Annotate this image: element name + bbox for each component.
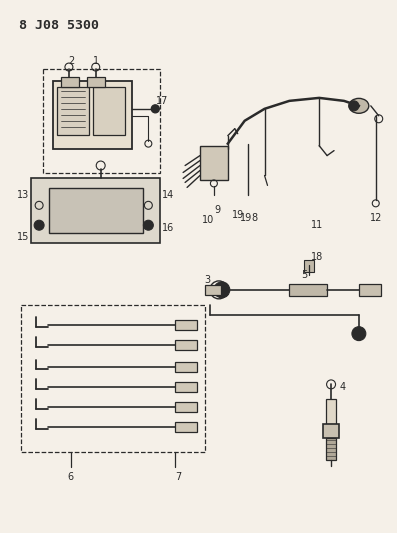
Circle shape: [214, 282, 230, 298]
Bar: [205, 285, 221, 295]
Bar: [304, 260, 314, 272]
Bar: [175, 422, 197, 432]
Circle shape: [143, 220, 153, 230]
Text: 11: 11: [311, 220, 323, 230]
Bar: [43, 69, 160, 173]
Text: 15: 15: [17, 232, 29, 242]
Text: 19: 19: [231, 210, 244, 220]
Text: 10: 10: [202, 215, 214, 225]
Bar: [289, 284, 327, 296]
Bar: [326, 399, 336, 424]
Circle shape: [349, 101, 359, 111]
Bar: [57, 87, 89, 135]
Circle shape: [352, 327, 366, 341]
Bar: [175, 362, 197, 373]
Bar: [175, 382, 197, 392]
Text: 4: 4: [340, 382, 346, 392]
Text: 7: 7: [175, 472, 181, 482]
Bar: [61, 77, 79, 87]
Text: 3: 3: [204, 275, 210, 285]
Text: 13: 13: [17, 190, 29, 200]
Bar: [31, 179, 160, 243]
Text: 9: 9: [215, 205, 221, 215]
Text: 5: 5: [301, 270, 307, 280]
Text: 12: 12: [370, 213, 382, 223]
Circle shape: [34, 220, 44, 230]
Text: 1: 1: [93, 56, 99, 66]
Bar: [87, 77, 105, 87]
Bar: [175, 402, 197, 412]
Text: 8: 8: [252, 213, 258, 223]
Bar: [93, 87, 125, 135]
Bar: [21, 305, 205, 452]
Text: 8 J08 5300: 8 J08 5300: [19, 19, 99, 33]
Bar: [175, 340, 197, 350]
Bar: [49, 188, 143, 233]
Text: 17: 17: [156, 96, 168, 106]
Text: 6: 6: [68, 472, 74, 482]
Text: 14: 14: [162, 190, 174, 200]
Text: 16: 16: [162, 223, 174, 233]
Ellipse shape: [349, 99, 369, 114]
Bar: [175, 320, 197, 330]
Text: 18: 18: [311, 252, 323, 262]
Text: 19: 19: [239, 213, 252, 223]
Bar: [359, 284, 381, 296]
Bar: [200, 146, 228, 181]
Text: 2: 2: [68, 56, 74, 66]
Bar: [326, 438, 336, 460]
Bar: [323, 424, 339, 438]
Bar: [53, 81, 133, 149]
Circle shape: [151, 105, 159, 113]
